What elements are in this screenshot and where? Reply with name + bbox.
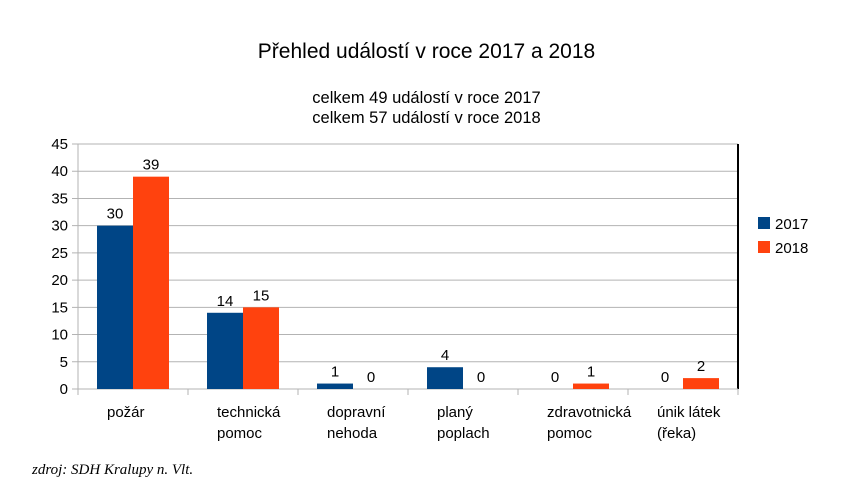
bar-2018-5 <box>683 378 719 389</box>
data-label-2017-3: 4 <box>441 347 449 364</box>
y-tick-label: 40 <box>51 163 68 180</box>
y-tick-label: 0 <box>60 381 68 398</box>
legend-label-2018: 2018 <box>775 240 808 257</box>
data-label-2018-1: 15 <box>253 287 270 304</box>
bar-2018-0 <box>133 176 169 389</box>
x-category-label: technická <box>217 404 281 421</box>
legend-swatch-2018 <box>758 241 770 253</box>
chart-title: Přehled událostí v roce 2017 a 2018 <box>257 40 596 63</box>
data-label-2018-5: 2 <box>697 358 705 375</box>
y-tick-label: 15 <box>51 299 68 316</box>
y-tick-label: 10 <box>51 327 68 344</box>
legend-swatch-2017 <box>758 217 770 229</box>
data-label-2017-2: 1 <box>331 364 339 381</box>
bar-2018-4 <box>573 383 609 389</box>
bar-2017-1 <box>207 312 243 389</box>
data-label-2018-3: 0 <box>477 369 485 386</box>
bar-2017-3 <box>427 367 463 389</box>
x-category-label: poplach <box>437 425 490 442</box>
x-category-label: nehoda <box>327 425 378 442</box>
bar-2017-0 <box>97 225 133 389</box>
x-category-label: planý <box>437 404 473 421</box>
x-category-label: (řeka) <box>657 425 696 442</box>
y-tick-label: 20 <box>51 272 68 289</box>
data-label-2018-0: 39 <box>143 157 160 174</box>
data-label-2017-1: 14 <box>217 293 234 310</box>
y-tick-label: 25 <box>51 245 68 262</box>
source-note: zdroj: SDH Kralupy n. Vlt. <box>32 462 194 478</box>
y-tick-label: 35 <box>51 190 68 207</box>
bar-2018-1 <box>243 307 279 389</box>
data-label-2018-2: 0 <box>367 369 375 386</box>
data-label-2017-4: 0 <box>551 369 559 386</box>
data-label-2017-0: 30 <box>107 206 124 223</box>
data-label-2018-4: 1 <box>587 364 595 381</box>
chart-subtitle-2017: celkem 49 událostí v roce 2017 <box>312 89 541 107</box>
x-category-label: únik látek <box>657 404 721 421</box>
bar-2017-2 <box>317 383 353 389</box>
data-label-2017-5: 0 <box>661 369 669 386</box>
legend-label-2017: 2017 <box>775 216 808 233</box>
y-tick-label: 30 <box>51 218 68 235</box>
x-category-label: zdravotnická <box>547 404 632 421</box>
x-category-label: pomoc <box>547 425 593 442</box>
chart-subtitle-2018: celkem 57 událostí v roce 2018 <box>312 109 541 127</box>
x-category-label: dopravní <box>327 404 386 421</box>
x-category-label: požár <box>107 404 145 421</box>
y-tick-label: 5 <box>60 354 68 371</box>
y-tick-label: 45 <box>51 136 68 153</box>
x-category-label: pomoc <box>217 425 263 442</box>
